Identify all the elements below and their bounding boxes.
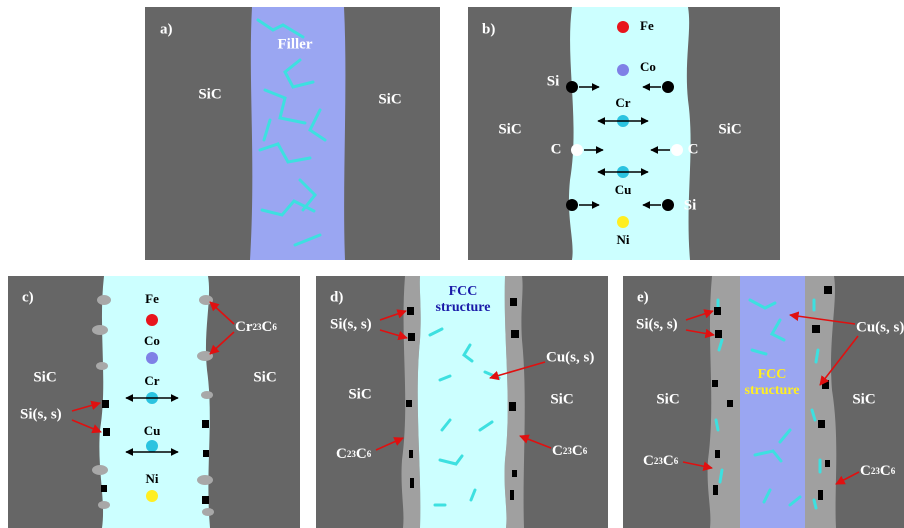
sic-label: SiC	[348, 386, 371, 402]
element-label: Co	[640, 59, 656, 74]
element-label: Cr	[144, 373, 159, 388]
label-part: C	[262, 319, 273, 335]
element-label: Fe	[145, 291, 159, 306]
atom	[571, 144, 583, 156]
fcc-label: structure	[436, 300, 491, 315]
panel-d: d) FCC structure SiC SiC Si(s, s) Cu(s, …	[316, 276, 608, 528]
silicon-label: Si(s, s)	[636, 316, 678, 332]
label-part: Cr	[235, 319, 253, 335]
element-label: Cu	[615, 182, 632, 197]
panel-label: c)	[22, 289, 34, 305]
filler-layer	[569, 7, 691, 260]
fcc-layer	[740, 276, 805, 528]
copper-label: Cu(s, s)	[856, 319, 904, 335]
filler-label: Filler	[278, 36, 313, 52]
label-part: C	[356, 446, 367, 462]
diagram: a) Filler SiC SiC b) SiC SiC Fe Co Cr Cu…	[0, 0, 904, 528]
sic-label: SiC	[378, 91, 401, 107]
element-label: Co	[144, 333, 160, 348]
label-part: 6	[272, 322, 277, 332]
panel-label: b)	[482, 21, 495, 37]
atom	[146, 490, 158, 502]
label-part: 6	[674, 456, 679, 466]
element-label: Ni	[617, 232, 630, 247]
fcc-label: FCC	[449, 284, 478, 299]
label-part: 6	[891, 466, 896, 476]
label-part: C	[336, 446, 347, 462]
sic-label: SiC	[718, 121, 741, 137]
atom	[617, 216, 629, 228]
label-part: C	[880, 463, 891, 479]
atom	[146, 440, 158, 452]
sic-label: SiC	[852, 391, 875, 407]
element-label: Cu	[144, 423, 161, 438]
atom	[662, 81, 674, 93]
panel-c: c) SiC SiC Fe Co Cr Cu Ni Cr23C6 Si(s, s…	[8, 276, 300, 528]
element-label: Cr	[615, 95, 630, 110]
atom	[146, 352, 158, 364]
atom	[662, 199, 674, 211]
label-part: C	[643, 453, 654, 469]
label-part: C	[663, 453, 674, 469]
sic-label: SiC	[550, 391, 573, 407]
sic-label: SiC	[253, 369, 276, 385]
element-label: Ni	[146, 471, 159, 486]
panel-label: e)	[637, 289, 649, 305]
fcc-label: structure	[745, 383, 800, 398]
silicon-label: Si(s, s)	[330, 316, 372, 332]
atom	[566, 199, 578, 211]
sic-label: SiC	[198, 86, 221, 102]
atom-label: Si	[547, 73, 560, 89]
panel-a: a) Filler SiC SiC	[145, 7, 440, 260]
panel-label: a)	[160, 21, 173, 37]
element-label: Fe	[640, 18, 654, 33]
label-part: C	[572, 443, 583, 459]
atom	[566, 81, 578, 93]
silicon-label: Si(s, s)	[20, 406, 62, 422]
sic-label: SiC	[656, 391, 679, 407]
atom	[617, 21, 629, 33]
atom	[617, 64, 629, 76]
atom-label: C	[688, 141, 699, 157]
atom-label: C	[551, 141, 562, 157]
panel-e: e) FCC structure SiC SiC Si(s, s) Cu(s, …	[623, 276, 904, 528]
atom-label: Si	[684, 197, 697, 213]
atom	[671, 144, 683, 156]
panel-label: d)	[330, 289, 343, 305]
label-part: C	[860, 463, 871, 479]
label-part: C	[552, 443, 563, 459]
reaction-layer	[708, 276, 740, 528]
sic-label: SiC	[498, 121, 521, 137]
atom	[146, 314, 158, 326]
fcc-label: FCC	[758, 367, 787, 382]
copper-label: Cu(s, s)	[546, 349, 594, 365]
label-part: 6	[583, 446, 588, 456]
sic-label: SiC	[33, 369, 56, 385]
panel-b: b) SiC SiC Fe Co Cr Cu Ni Si C C Si	[468, 7, 780, 260]
label-part: 6	[367, 449, 372, 459]
